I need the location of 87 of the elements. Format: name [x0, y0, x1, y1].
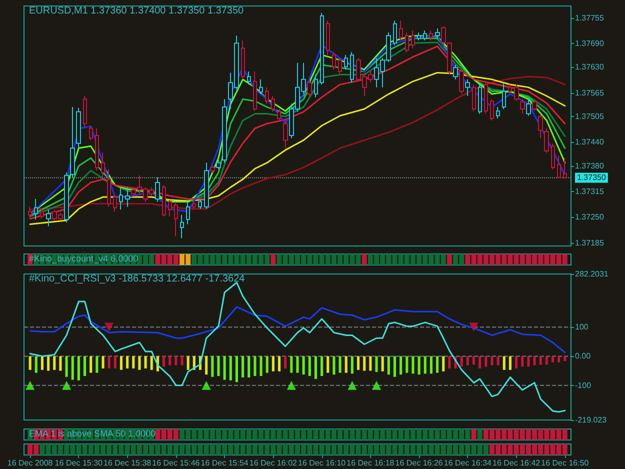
candlestick: [180, 214, 184, 239]
candlestick: [186, 201, 190, 225]
line-series: [29, 306, 566, 354]
candlestick: [338, 58, 342, 76]
candlestick: [508, 84, 512, 95]
candlestick: [259, 78, 263, 95]
candlestick: [95, 128, 99, 172]
candlestick: [350, 52, 354, 84]
candlestick: [107, 168, 111, 208]
x-tick-label: 16 Dec 16:34: [444, 458, 492, 468]
y-tick-label: 100: [575, 322, 589, 332]
candlestick: [247, 71, 251, 86]
x-tick-label: 16 Dec 15:38: [104, 458, 152, 468]
y-tick-label: 0.00: [575, 352, 592, 361]
y-tick-label: 282.2031: [575, 270, 609, 278]
candlestick: [83, 96, 87, 129]
candlestick: [563, 157, 567, 178]
candlestick: [490, 98, 494, 121]
candlestick: [125, 186, 130, 208]
line-series: [29, 282, 566, 413]
candlestick: [320, 12, 324, 86]
candlestick: [551, 142, 555, 170]
y-tick-label: 1.37380: [575, 161, 604, 170]
x-tick-label: 16 Dec 16:42: [492, 458, 541, 468]
candlestick: [557, 156, 561, 179]
candlestick: [168, 199, 172, 217]
x-tick-label: 16 Dec 16:10: [298, 458, 346, 468]
candlestick: [399, 20, 403, 41]
candlestick: [162, 184, 166, 217]
candlestick: [101, 152, 105, 178]
candlestick: [222, 98, 227, 164]
candlestick: [70, 106, 75, 178]
candlestick: [40, 208, 44, 220]
candlestick: [478, 84, 482, 114]
x-tick-label: 16 Dec 15:46: [152, 458, 200, 468]
candlestick: [496, 106, 500, 119]
candlestick: [76, 107, 81, 149]
x-tick-label: 16 Dec 16:02: [249, 458, 298, 468]
ref-line-label: 1.37350: [577, 173, 606, 182]
candlestick: [241, 40, 245, 80]
chart-title: #Kino_CCI_RSI_v3 -186.5733 12.6477 -17.3624: [29, 274, 246, 284]
candlestick: [484, 82, 488, 114]
candlestick: [332, 52, 336, 70]
candlestick: [472, 84, 476, 112]
y-tick-label: 1.37440: [575, 138, 604, 147]
candlestick: [34, 198, 38, 220]
candlestick: [544, 128, 549, 154]
candlestick: [174, 201, 178, 237]
candlestick: [119, 186, 123, 210]
candlestick: [271, 96, 275, 112]
candlestick: [411, 30, 415, 49]
x-tick-label: 16 Dec 15:54: [200, 458, 249, 468]
y-tick-label: 1.37250: [575, 212, 604, 222]
candlestick: [417, 32, 421, 41]
candlestick: [198, 199, 202, 210]
chart-title: EURUSD,M1 1.37360 1.37400 1.37350 1.37350: [29, 6, 244, 16]
candlestick: [514, 84, 519, 102]
x-tick-label: 16 Dec 15:30: [54, 458, 104, 468]
y-tick-label: 1.37630: [575, 62, 604, 72]
y-tick-label: 1.37315: [575, 187, 604, 196]
candlestick: [393, 20, 397, 46]
candlestick: [253, 71, 257, 112]
x-tick-label: 16 Dec 16:26: [395, 458, 444, 468]
y-tick-label: -100: [575, 380, 592, 390]
y-tick-label: 1.37505: [575, 112, 604, 122]
candlestick: [265, 86, 269, 104]
y-tick-label: 1.37755: [575, 13, 604, 22]
y-tick-label: 1.37185: [575, 238, 604, 248]
candlestick: [502, 82, 506, 110]
candlestick: [326, 20, 330, 56]
x-tick-label: 16 Dec 16:50: [541, 458, 590, 468]
y-tick-label: -219.023: [575, 416, 608, 424]
candlestick: [277, 108, 281, 121]
candlestick: [113, 194, 117, 212]
candlestick: [423, 30, 427, 41]
candlestick: [429, 30, 433, 41]
candlestick: [538, 113, 543, 139]
y-tick-label: 1.37565: [575, 88, 604, 98]
y-tick-label: 1.37690: [575, 39, 604, 48]
candlestick: [89, 125, 93, 141]
candlestick: [344, 54, 348, 70]
x-tick-label: 16 Dec 2008: [7, 458, 54, 468]
x-tick-label: 16 Dec 16:18: [346, 458, 395, 468]
candlestick: [28, 206, 32, 218]
candlestick: [314, 74, 318, 98]
candlestick: [192, 201, 196, 210]
candlestick: [405, 32, 409, 53]
